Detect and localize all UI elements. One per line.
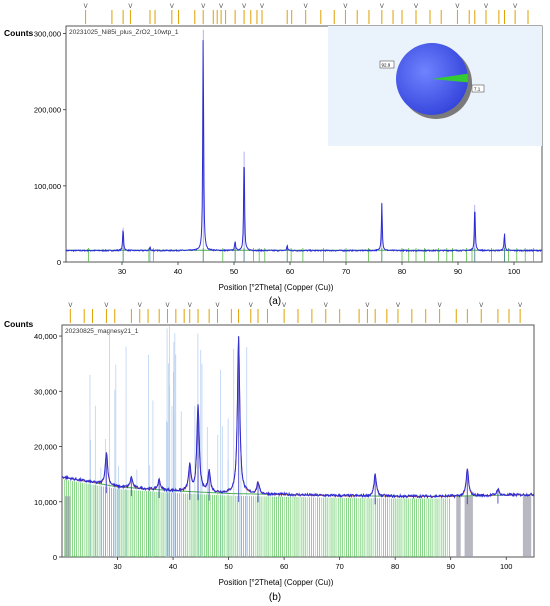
y-tick-label: 10,000: [34, 498, 57, 507]
ref-mark-glyph: V: [396, 303, 400, 309]
y-axis-b: 0 10,000 20,000 30,000 40,000: [34, 332, 62, 562]
y-axis-a: 0 100,000 200,000 300,000: [34, 30, 66, 267]
x-axis-a: 30 40 50 60 70 80 90 100: [118, 262, 520, 276]
x-tick-label: 60: [286, 267, 294, 276]
title-a: 20231025_Ni85i_plus_ZrO2_10wtp_1: [69, 29, 179, 36]
ref-mark-glyph: V: [438, 303, 442, 309]
ref-mark-glyph: V: [84, 4, 88, 10]
x-tick-label: 70: [342, 267, 350, 276]
phase-pie-chart: 92.9 7.1: [379, 43, 485, 119]
ref-mark-glyph: V: [324, 303, 328, 309]
pie-slice-minor: [432, 73, 468, 83]
ref-mark-glyph: V: [260, 4, 264, 10]
ref-band: [64, 496, 71, 557]
x-tick-label: 30: [118, 267, 126, 276]
y-tick-label: 0: [53, 553, 57, 562]
ref-mark-glyph: V: [128, 4, 132, 10]
pie-label-box-minor: [471, 84, 485, 93]
y-tick-label: 300,000: [34, 30, 61, 39]
x-tick-label: 100: [508, 267, 521, 276]
y-tick-label: 200,000: [34, 106, 61, 115]
pie-label-minor: 7.1: [474, 87, 481, 92]
x-tick-label: 50: [224, 562, 232, 571]
ref-lines-green-b: [64, 479, 450, 557]
pie-label-box-major: [379, 60, 395, 69]
caption-b: (b): [269, 592, 281, 603]
peak-markers-b: [105, 336, 499, 505]
peak-markers-a: [122, 29, 505, 262]
xlabel-a: Position [°2Theta] (Copper (Cu)): [219, 283, 334, 292]
ref-mark-glyph: V: [343, 4, 347, 10]
ylabel-a: Counts: [4, 28, 34, 38]
panel-a: Counts 20231025_Ni85i_plus_ZrO2_10wtp_1 …: [4, 4, 543, 307]
ref-mark-glyph: V: [104, 303, 108, 309]
ref-mark-glyph: V: [242, 4, 246, 10]
y-tick-label: 100,000: [34, 182, 61, 191]
x-tick-label: 90: [447, 562, 455, 571]
ref-mark-glyph: V: [170, 4, 174, 10]
y-tick-label: 40,000: [34, 332, 57, 341]
x-tick-label: 40: [169, 562, 177, 571]
xlabel-b: Position [°2Theta] (Copper (Cu)): [219, 578, 334, 587]
ref-mark-glyph: V: [304, 4, 308, 10]
x-axis-b: 30 40 50 60 70 80 90 100: [113, 557, 512, 571]
title-b: 20230825_magnesy21_1: [65, 328, 139, 335]
ref-band: [464, 496, 473, 557]
ref-mark-glyph: V: [518, 303, 522, 309]
ref-mark-glyph: V: [365, 303, 369, 309]
panel-b: Counts 20230825_magnesy21_1 V V V V V V V V V V V V…: [4, 303, 535, 603]
x-tick-label: 30: [113, 562, 121, 571]
ref-bands-grey-b: [64, 496, 532, 557]
x-tick-label: 60: [280, 562, 288, 571]
ref-mark-glyph: V: [201, 4, 205, 10]
ylabel-b: Counts: [4, 319, 34, 329]
ref-mark-glyph: V: [380, 4, 384, 10]
ref-mark-glyph: V: [138, 303, 142, 309]
x-tick-label: 90: [454, 267, 462, 276]
ref-mark-glyph: V: [249, 303, 253, 309]
y-tick-label: 30,000: [34, 387, 57, 396]
ref-mark-glyph: V: [215, 303, 219, 309]
ref-mark-glyph: V: [414, 4, 418, 10]
x-tick-label: 80: [398, 267, 406, 276]
x-tick-label: 40: [174, 267, 182, 276]
x-tick-label: 80: [391, 562, 399, 571]
ref-mark-glyph: V: [165, 303, 169, 309]
pie-label-major: 92.9: [382, 63, 391, 68]
y-tick-label: 20,000: [34, 443, 57, 452]
x-tick-label: 70: [335, 562, 343, 571]
ref-mark-glyph: V: [219, 4, 223, 10]
diffraction-pattern-a: [65, 40, 542, 253]
ref-mark-glyph: V: [68, 303, 72, 309]
ref-mark-glyph: V: [513, 4, 517, 10]
y-tick-label: 0: [57, 258, 61, 267]
diffraction-pattern-b: [61, 336, 535, 500]
caption-a: (a): [269, 296, 281, 307]
ref-mark-glyph: V: [188, 303, 192, 309]
ref-mark-glyph: V: [479, 303, 483, 309]
ref-band: [456, 496, 461, 557]
x-tick-label: 50: [230, 267, 238, 276]
ref-band: [522, 496, 532, 557]
ref-mark-glyph: V: [282, 303, 286, 309]
x-tick-label: 100: [500, 562, 513, 571]
ref-mark-glyph: V: [484, 4, 488, 10]
ref-mark-glyph: V: [455, 4, 459, 10]
